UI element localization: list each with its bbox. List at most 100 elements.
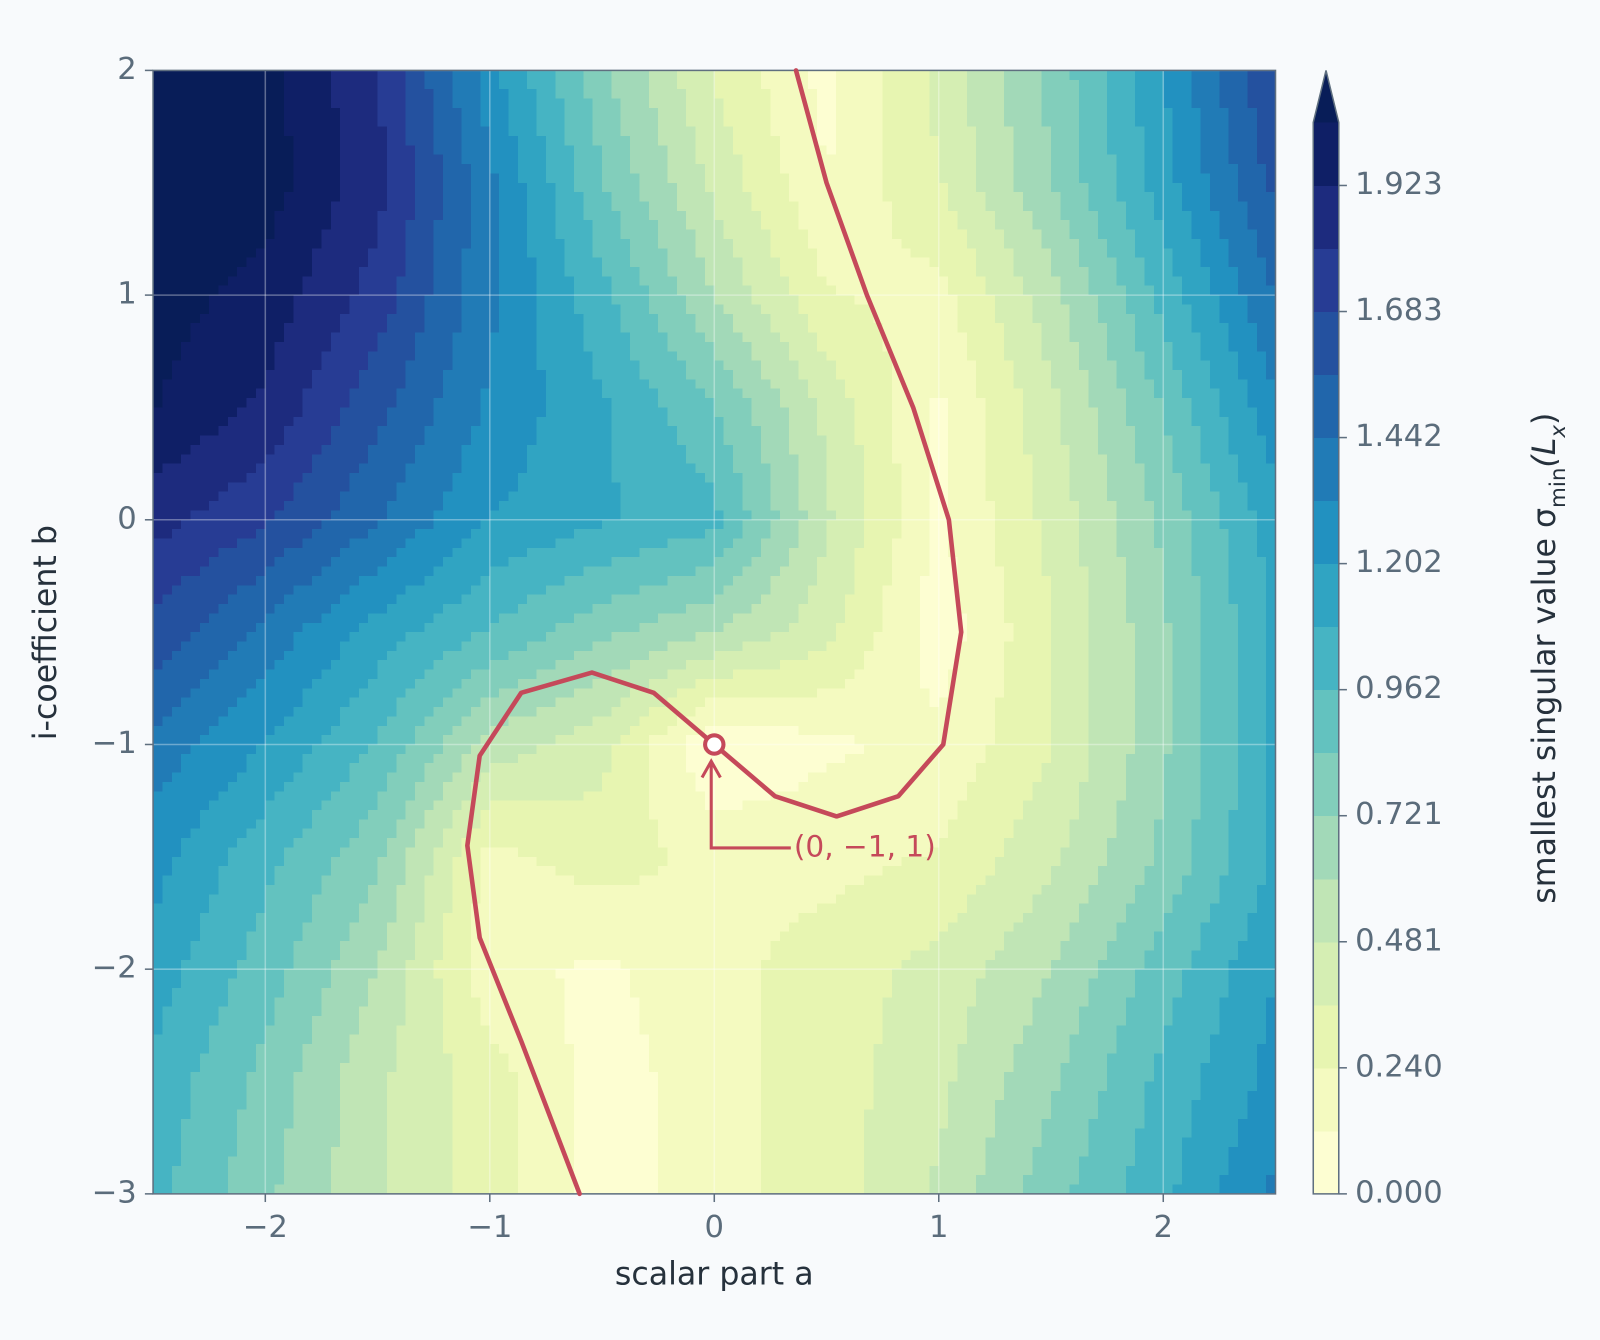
contour-cell — [639, 98, 650, 109]
contour-cell — [1069, 332, 1080, 343]
contour-cell — [1107, 257, 1118, 268]
contour-cell — [1163, 154, 1174, 165]
contour-cell — [265, 154, 276, 165]
contour-cell — [910, 351, 921, 362]
contour-cell — [1210, 79, 1220, 90]
contour-cell — [181, 285, 192, 296]
contour-cell — [948, 182, 959, 193]
contour-cell — [573, 145, 584, 156]
contour-cell — [583, 482, 594, 493]
contour-cell — [1079, 89, 1090, 100]
contour-cell — [330, 351, 341, 362]
contour-cell — [835, 332, 846, 343]
contour-cell — [948, 351, 959, 362]
contour-cell — [171, 407, 182, 418]
contour-cell — [1153, 351, 1164, 362]
contour-cell — [414, 107, 425, 118]
contour-cell — [1181, 388, 1192, 399]
contour-cell — [265, 276, 276, 287]
contour-cell — [199, 98, 210, 109]
contour-cell — [723, 126, 734, 137]
contour-cell — [1032, 210, 1043, 221]
contour-cell — [789, 238, 800, 249]
contour-cell — [1088, 117, 1099, 128]
contour-cell — [658, 173, 669, 184]
contour-cell — [536, 388, 547, 399]
contour-cell — [573, 482, 584, 493]
contour-cell — [162, 182, 173, 193]
contour-cell — [826, 323, 837, 334]
contour-cell — [545, 444, 556, 455]
contour-cell — [1210, 360, 1220, 371]
contour-cell — [377, 135, 388, 146]
contour-cell — [966, 323, 977, 334]
contour-cell — [1013, 192, 1024, 203]
contour-cell — [293, 164, 304, 175]
contour-cell — [695, 145, 706, 156]
contour-cell — [667, 454, 678, 465]
contour-cell — [181, 192, 192, 203]
contour-cell — [358, 388, 369, 399]
contour-cell — [630, 192, 641, 203]
contour-cell — [882, 145, 893, 156]
contour-cell — [620, 341, 631, 352]
contour-cell — [1032, 89, 1043, 100]
contour-cell — [723, 304, 734, 315]
contour-cell — [358, 267, 369, 277]
contour-cell — [284, 285, 294, 296]
contour-cell — [190, 398, 201, 409]
contour-cell — [386, 210, 397, 221]
contour-cell — [1163, 332, 1174, 343]
contour-cell — [779, 379, 790, 390]
contour-cell — [910, 192, 921, 203]
contour-cell — [1116, 351, 1127, 362]
contour-cell — [349, 210, 360, 221]
contour-cell — [461, 285, 472, 296]
contour-cell — [293, 201, 304, 212]
contour-cell — [284, 472, 294, 483]
contour-cell — [517, 388, 528, 399]
contour-cell — [1135, 117, 1146, 128]
contour-cell — [920, 145, 931, 156]
contour-cell — [1200, 388, 1211, 399]
contour-cell — [302, 332, 313, 343]
contour-cell — [321, 313, 332, 324]
contour-cell — [302, 398, 313, 409]
contour-cell — [227, 398, 238, 409]
contour-cell — [1256, 257, 1267, 268]
contour-cell — [153, 463, 164, 474]
contour-cell — [667, 220, 678, 231]
contour-cell — [284, 70, 294, 81]
contour-cell — [181, 173, 192, 184]
contour-cell — [966, 182, 977, 193]
contour-cell — [274, 70, 285, 81]
contour-cell — [1191, 398, 1202, 409]
contour-cell — [171, 369, 182, 380]
contour-cell — [583, 351, 594, 362]
contour-cell — [1191, 351, 1202, 362]
contour-cell — [471, 257, 482, 268]
contour-cell — [1088, 369, 1099, 380]
contour-cell — [602, 164, 613, 175]
contour-cell — [602, 360, 613, 371]
contour-cell — [807, 304, 818, 315]
contour-cell — [386, 107, 397, 118]
contour-cell — [405, 304, 416, 315]
contour-cell — [1107, 98, 1118, 109]
contour-cell — [1107, 182, 1118, 193]
contour-cell — [761, 351, 772, 362]
contour-cell — [452, 398, 463, 409]
contour-cell — [835, 164, 846, 175]
contour-cell — [929, 323, 940, 334]
contour-cell — [835, 135, 846, 146]
contour-cell — [237, 444, 248, 455]
contour-cell — [480, 379, 491, 390]
contour-cell — [545, 285, 556, 296]
contour-cell — [527, 444, 538, 455]
contour-cell — [162, 491, 173, 502]
contour-cell — [358, 454, 369, 465]
contour-cell — [910, 388, 921, 399]
contour-cell — [592, 145, 603, 156]
contour-cell — [1210, 313, 1220, 324]
contour-cell — [807, 70, 818, 81]
